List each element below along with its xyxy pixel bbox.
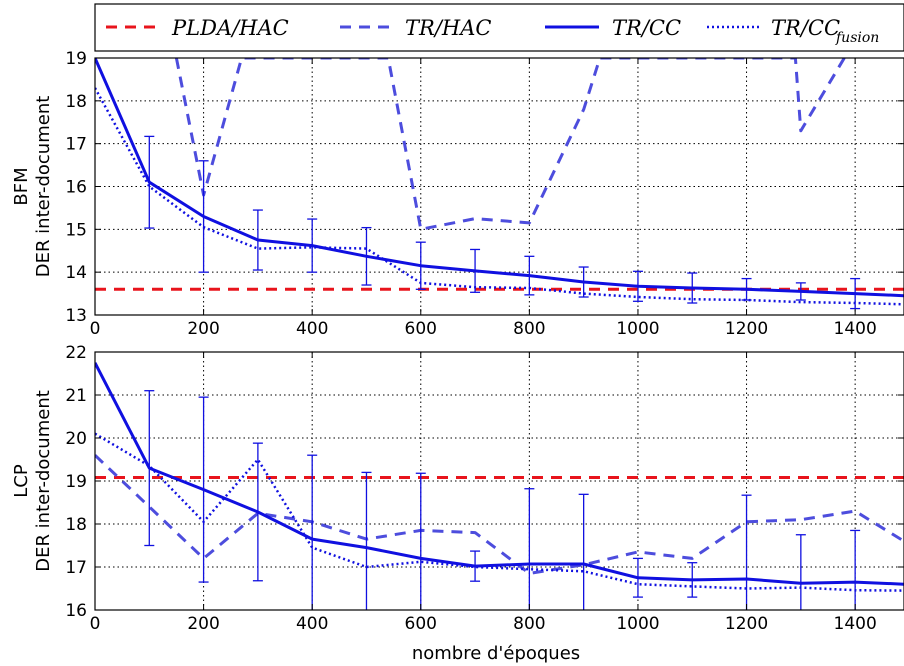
error-bar — [415, 472, 426, 610]
axes-frame — [94, 57, 904, 316]
error-bar — [850, 529, 861, 610]
x-tick-label: 200 — [187, 319, 219, 339]
x-tick-label: 800 — [513, 319, 545, 339]
error-bar — [470, 550, 481, 582]
error-bar — [252, 442, 263, 582]
y-axis-label-line2: DER inter-document — [33, 390, 54, 572]
y-tick-label: 13 — [65, 306, 87, 326]
x-tick-label: 200 — [187, 614, 219, 634]
y-axis-label-line2: DER inter-document — [33, 96, 54, 278]
y-tick-label: 18 — [65, 92, 87, 112]
error-bar — [578, 266, 589, 298]
y-tick-label: 18 — [65, 515, 87, 535]
error-bar — [307, 454, 318, 610]
error-bar — [198, 396, 209, 583]
series-line-tr-cc — [95, 58, 904, 298]
legend-label-plda-hac: PLDA/HAC — [171, 16, 289, 40]
x-tick-label: 400 — [296, 319, 328, 339]
y-axis-label-line1: LCP — [11, 464, 32, 498]
legend-label-tr-cc-fusion: TR/CC — [771, 16, 840, 40]
x-tick-label: 600 — [405, 319, 437, 339]
y-tick-label: 19 — [65, 49, 87, 69]
error-bar — [198, 160, 209, 273]
x-tick-label: 0 — [90, 614, 101, 634]
x-tick-label: 600 — [405, 614, 437, 634]
panel-bfm: 0 200 400 600 800 1000 1200 1400 13 14 15 16 17 18 19 B… — [11, 49, 904, 339]
panel-lcp: 0 200 400 600 800 1000 1200 1400 16 17 18 19 20 21 22 L… — [11, 343, 904, 634]
x-tick-label: 1200 — [725, 614, 768, 634]
plot-area — [95, 362, 904, 610]
y-tick-label: 15 — [65, 220, 87, 240]
x-tick-label: 1400 — [834, 319, 877, 339]
x-tick-label: 400 — [296, 614, 328, 634]
x-tick-label: 1000 — [616, 614, 659, 634]
y-tick-label: 22 — [65, 343, 87, 363]
y-tick-label: 14 — [65, 263, 87, 283]
error-bar — [687, 272, 698, 304]
error-bar — [470, 248, 481, 293]
legend: PLDA/HAC TR/HAC TR/CC TR/CC fusion — [94, 3, 904, 52]
y-tick-label: 16 — [65, 601, 87, 621]
error-bar — [144, 390, 155, 547]
error-bar — [687, 562, 698, 598]
series-line-tr-hac — [174, 58, 846, 231]
error-bar — [795, 282, 806, 301]
error-bar — [361, 226, 372, 286]
x-axis-label: nombre d'époques — [412, 643, 580, 664]
series-line-tr-cc-fusion — [95, 87, 904, 306]
error-bar — [632, 557, 643, 598]
error-bar — [632, 270, 643, 302]
axes-frame — [94, 351, 904, 611]
error-bar — [524, 488, 535, 610]
legend-label-tr-cc: TR/CC — [612, 16, 681, 40]
error-bar — [578, 493, 589, 610]
y-tick-label: 20 — [65, 429, 87, 449]
series-line-tr-cc-fusion — [95, 432, 904, 592]
y-tick-label: 21 — [65, 386, 87, 406]
y-tick-label: 16 — [65, 178, 87, 198]
error-bar — [307, 218, 318, 273]
error-bar — [252, 209, 263, 271]
error-bar — [144, 135, 155, 229]
series-line-tr-cc — [95, 362, 904, 586]
legend-frame — [94, 3, 904, 52]
series-line-tr-hac — [95, 454, 904, 575]
y-axis-label-line1: BFM — [11, 167, 32, 205]
x-tick-label: 800 — [513, 614, 545, 634]
y-tick-label: 17 — [65, 558, 87, 578]
legend-label-tr-hac: TR/HAC — [405, 16, 491, 40]
x-tick-label: 1000 — [616, 319, 659, 339]
error-bar — [741, 494, 752, 610]
x-tick-label: 1400 — [834, 614, 877, 634]
x-tick-label: 1200 — [725, 319, 768, 339]
y-tick-label: 19 — [65, 472, 87, 492]
y-tick-label: 17 — [65, 135, 87, 155]
x-tick-label: 0 — [90, 319, 101, 339]
plot-area — [95, 58, 904, 310]
legend-sub-tr-cc-fusion: fusion — [835, 30, 879, 46]
error-bar — [361, 471, 372, 610]
error-bar — [795, 534, 806, 610]
